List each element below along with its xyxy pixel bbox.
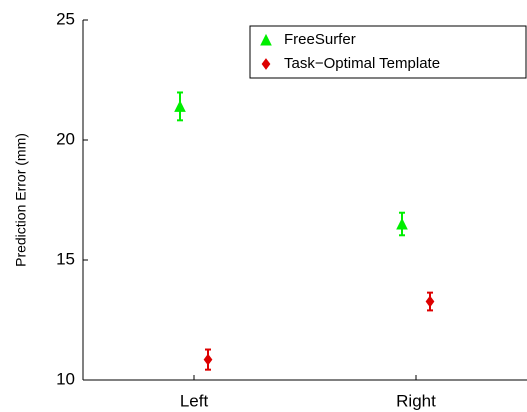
y-tick-label: 20 xyxy=(56,129,75,148)
data-point xyxy=(425,295,435,308)
legend-marker xyxy=(261,58,271,70)
legend-label: Task−Optimal Template xyxy=(284,55,440,72)
y-tick-label: 25 xyxy=(56,9,75,28)
legend-label: FreeSurfer xyxy=(284,31,356,48)
legend-box xyxy=(249,25,527,79)
y-tick-label: 15 xyxy=(56,249,75,268)
data-point xyxy=(174,100,186,112)
data-point xyxy=(203,353,213,366)
x-tick-label: Right xyxy=(396,391,436,410)
legend-marker xyxy=(260,33,272,46)
y-tick-label: 10 xyxy=(56,369,75,388)
data-point xyxy=(396,217,408,230)
y-axis-label: Prediction Error (mm) xyxy=(13,133,29,267)
x-tick-label: Left xyxy=(180,391,209,410)
